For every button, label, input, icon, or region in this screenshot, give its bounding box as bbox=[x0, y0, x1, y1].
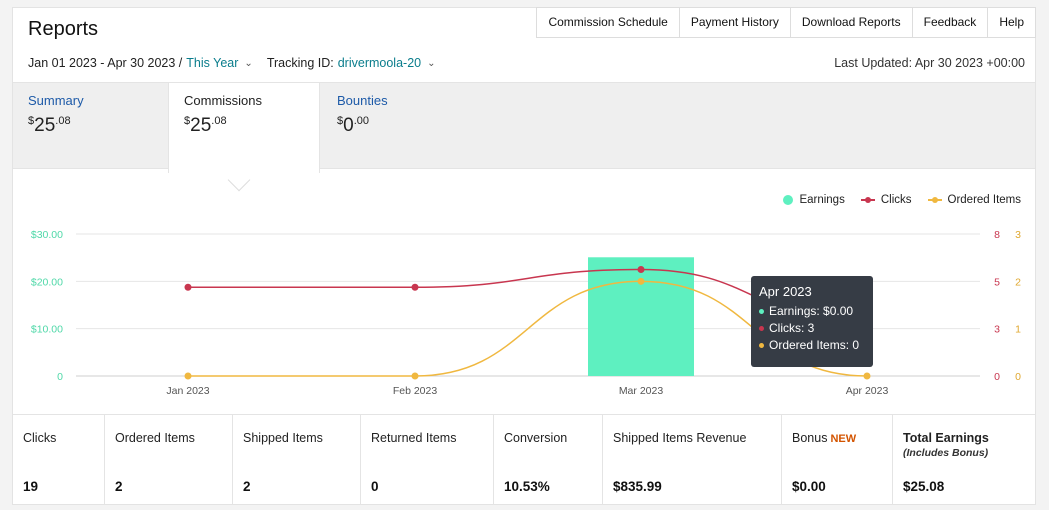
clicks-point bbox=[184, 283, 192, 291]
tab-label: Bounties bbox=[337, 93, 388, 108]
stat-returned-items: Returned Items 0 bbox=[361, 415, 494, 505]
stat-total-earnings: Total Earnings (Includes Bonus) $25.08 bbox=[903, 431, 989, 494]
earnings-dot-icon bbox=[783, 195, 794, 205]
ordered-items-point bbox=[637, 277, 645, 285]
chart-legend: Earnings Clicks Ordered Items bbox=[767, 194, 1021, 206]
left-tick-label: 0 bbox=[57, 371, 63, 383]
tooltip-ordered: Ordered Items: 0 bbox=[759, 338, 865, 352]
ordered-line-icon bbox=[927, 197, 942, 203]
tab-label: Commissions bbox=[184, 93, 263, 108]
page-title: Reports bbox=[28, 18, 99, 40]
new-badge: NEW bbox=[830, 433, 857, 445]
tooltip-clicks: Clicks: 3 bbox=[759, 321, 865, 335]
tracking-id-dropdown[interactable]: drivermoola-20 bbox=[337, 56, 422, 70]
feedback-button[interactable]: Feedback bbox=[912, 7, 989, 38]
right2-tick-label: 1 bbox=[1015, 324, 1021, 336]
right2-tick-label: 2 bbox=[1015, 276, 1021, 288]
stats-bar: Clicks 19 Ordered Items 2 Shipped Items … bbox=[13, 414, 1035, 505]
earnings-bar bbox=[588, 257, 694, 376]
tab-amount: $25.08 bbox=[184, 115, 227, 136]
chart-tooltip: Apr 2023 Earnings: $0.00 Clicks: 3 Order… bbox=[751, 276, 873, 367]
legend-ordered-items[interactable]: Ordered Items bbox=[927, 194, 1021, 206]
clicks-point bbox=[637, 266, 645, 273]
left-tick-label: $20.00 bbox=[31, 276, 63, 288]
clicks-point bbox=[411, 283, 419, 291]
tracking-label: Tracking ID: bbox=[266, 56, 334, 70]
stat-conversion: Conversion 10.53% bbox=[494, 415, 603, 505]
right1-tick-label: 0 bbox=[994, 371, 1000, 383]
stat-shipped-revenue: Shipped Items Revenue $835.99 bbox=[603, 415, 782, 505]
reports-panel: Reports Commission Schedule Payment Hist… bbox=[12, 7, 1036, 505]
stat-bonus: Bonus NEW $0.00 bbox=[782, 415, 893, 505]
top-nav: Commission Schedule Payment History Down… bbox=[536, 7, 1036, 38]
filter-bar: Jan 01 2023 - Apr 30 2023 / This Year ⌄ … bbox=[28, 56, 442, 70]
right2-tick-label: 0 bbox=[1015, 371, 1021, 383]
x-tick-label: Jan 2023 bbox=[166, 385, 209, 397]
help-button[interactable]: Help bbox=[988, 7, 1036, 38]
earnings-chart: 0 0 0 $10.00 3 1 $20.00 5 2 $30.00 8 3 Jan 2023 Feb 2… bbox=[31, 229, 1021, 397]
ordered-items-point bbox=[863, 372, 871, 380]
left-tick-label: $30.00 bbox=[31, 229, 63, 241]
chevron-down-icon[interactable]: ⌄ bbox=[427, 57, 436, 69]
right1-tick-label: 5 bbox=[994, 276, 1000, 288]
ordered-items-point bbox=[184, 372, 192, 380]
tab-commissions[interactable]: Commissions $25.08 bbox=[168, 83, 320, 173]
tooltip-title: Apr 2023 bbox=[759, 284, 812, 299]
stat-shipped-items: Shipped Items 2 bbox=[233, 415, 361, 505]
payment-history-button[interactable]: Payment History bbox=[679, 7, 791, 38]
left-tick-label: $10.00 bbox=[31, 324, 63, 336]
period-dropdown[interactable]: This Year bbox=[186, 56, 239, 70]
x-tick-label: Mar 2023 bbox=[619, 385, 664, 397]
right2-tick-label: 3 bbox=[1015, 229, 1021, 241]
legend-earnings[interactable]: Earnings bbox=[783, 194, 845, 206]
stat-clicks: Clicks 19 bbox=[13, 415, 105, 505]
right1-tick-label: 3 bbox=[994, 324, 1000, 336]
commission-schedule-button[interactable]: Commission Schedule bbox=[536, 7, 680, 38]
right1-tick-label: 8 bbox=[994, 229, 1000, 241]
stat-ordered-items: Ordered Items 2 bbox=[105, 415, 233, 505]
chevron-down-icon[interactable]: ⌄ bbox=[244, 57, 253, 69]
last-updated: Last Updated: Apr 30 2023 +00:00 bbox=[834, 56, 1025, 70]
tab-amount: $0.00 bbox=[337, 115, 369, 136]
x-tick-label: Apr 2023 bbox=[846, 385, 889, 397]
tab-amount: $25.08 bbox=[28, 115, 71, 136]
x-tick-label: Feb 2023 bbox=[393, 385, 438, 397]
ordered-items-point bbox=[411, 372, 419, 380]
tab-bounties[interactable]: Bounties $0.00 bbox=[322, 83, 472, 169]
tooltip-earnings: Earnings: $0.00 bbox=[759, 304, 865, 318]
tab-summary[interactable]: Summary $25.08 bbox=[13, 83, 168, 169]
download-reports-button[interactable]: Download Reports bbox=[790, 7, 913, 38]
date-range: Jan 01 2023 - Apr 30 2023 / bbox=[28, 56, 183, 70]
legend-clicks[interactable]: Clicks bbox=[860, 194, 912, 206]
clicks-line-icon bbox=[860, 197, 875, 203]
tab-label: Summary bbox=[28, 93, 84, 108]
summary-tabs: Summary $25.08 Commissions $25.08 Bounti… bbox=[13, 82, 1035, 173]
